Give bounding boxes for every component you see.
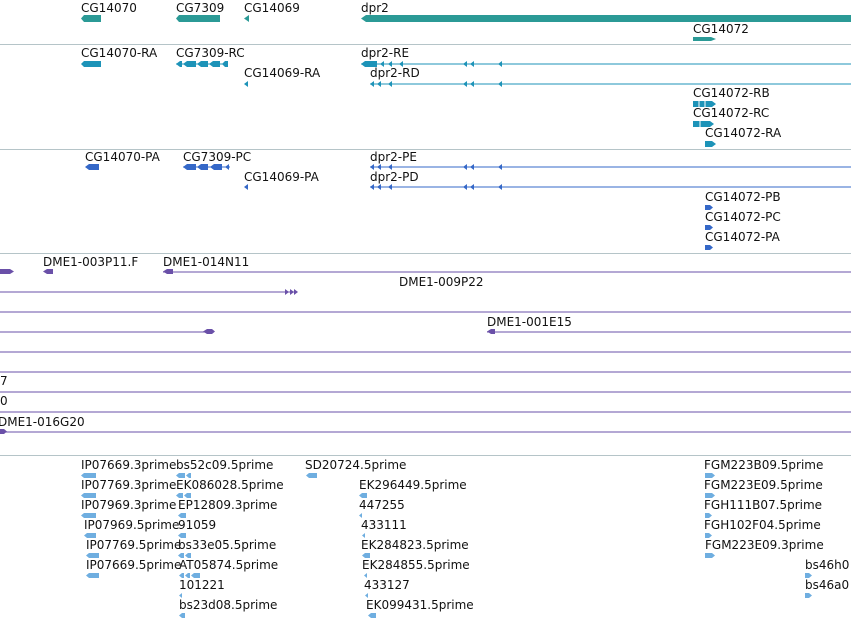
transcript-label-CG14070-RA[interactable]: CG14070-RA <box>81 46 158 60</box>
est-label[interactable]: EK296449.5prime <box>359 478 467 492</box>
protein-label-CG14072-PC[interactable]: CG14072-PC <box>705 210 781 224</box>
est-glyphs[interactable] <box>81 473 812 618</box>
est-label[interactable]: bs46a0 <box>805 578 850 592</box>
transcript-glyph-CG14070-RA[interactable] <box>81 61 101 67</box>
protein-label-CG14069-PA[interactable]: CG14069-PA <box>244 170 319 184</box>
est-label[interactable]: 101221 <box>179 578 225 592</box>
est-label[interactable]: bs23d08.5prime <box>179 598 278 612</box>
protein-glyph-CG14069-PA[interactable] <box>244 184 248 190</box>
est-label[interactable]: EP12809.3prime <box>178 498 278 512</box>
separator-clones <box>0 455 851 456</box>
transcript-label-CG14069-RA[interactable]: CG14069-RA <box>244 66 321 80</box>
separator-genes <box>0 44 851 45</box>
est-label[interactable]: FGH111B07.5prime <box>704 498 823 512</box>
est-label[interactable]: IP07769.3prime <box>81 478 177 492</box>
clone-glyph-DME1-014N11[interactable] <box>163 269 851 274</box>
gene-label-CG7309[interactable]: CG7309 <box>176 1 225 15</box>
transcript-label-CG7309-RC[interactable]: CG7309-RC <box>176 46 245 60</box>
transcript-label-dpr2-RD[interactable]: dpr2-RD <box>370 66 420 80</box>
protein-glyph-CG14072-PC[interactable] <box>705 225 713 230</box>
est-label[interactable]: FGM223E09.3prime <box>705 538 824 552</box>
est-label[interactable]: bs52c09.5prime <box>176 458 274 472</box>
protein-label-CG14072-PB[interactable]: CG14072-PB <box>705 190 781 204</box>
transcript-label-CG14072-RA[interactable]: CG14072-RA <box>705 126 782 140</box>
protein-glyph-CG14070-PA[interactable] <box>85 164 99 170</box>
transcript-glyph-CG7309-RC[interactable] <box>176 61 228 67</box>
gene-glyph-CG14070[interactable] <box>81 15 101 22</box>
transcript-glyph-dpr2-RD[interactable] <box>370 81 851 87</box>
protein-label-CG7309-PC[interactable]: CG7309-PC <box>183 150 252 164</box>
clone-glyph-DME1-003P11.F[interactable] <box>43 269 53 274</box>
gene-label-CG14069[interactable]: CG14069 <box>244 1 300 15</box>
gene-label-dpr2[interactable]: dpr2 <box>361 1 389 15</box>
transcript-glyph-CG14072-RC[interactable] <box>693 121 714 127</box>
gene-glyph-CG7309[interactable] <box>176 15 220 22</box>
clone-label-DME1-009P22[interactable]: DME1-009P22 <box>399 275 484 289</box>
est-label[interactable]: 447255 <box>359 498 405 512</box>
est-label[interactable]: EK086028.5prime <box>176 478 284 492</box>
est-label[interactable]: AT05874.5prime <box>179 558 279 572</box>
est-label[interactable]: FGH102F04.5prime <box>704 518 821 532</box>
transcript-glyph-CG14072-RA[interactable] <box>705 141 716 147</box>
protein-label-CG14072-PA[interactable]: CG14072-PA <box>705 230 780 244</box>
clone-label-DME1-014N11[interactable]: DME1-014N11 <box>163 255 250 269</box>
protein-label-dpr2-PD[interactable]: dpr2-PD <box>370 170 419 184</box>
protein-glyph-dpr2-PE[interactable] <box>370 164 851 170</box>
clone-label-DME1-003P11.F[interactable]: DME1-003P11.F <box>43 255 139 269</box>
clone-glyph-row4-left[interactable] <box>0 329 215 334</box>
separator-transcripts <box>0 149 851 150</box>
est-label[interactable]: IP07669.5prime <box>86 558 182 572</box>
est-label[interactable]: EK099431.5prime <box>366 598 474 612</box>
est-label[interactable]: FGM223B09.5prime <box>704 458 824 472</box>
transcript-label-CG14072-RC[interactable]: CG14072-RC <box>693 106 770 120</box>
est-label[interactable]: SD20724.5prime <box>305 458 407 472</box>
est-label[interactable]: IP07969.3prime <box>81 498 177 512</box>
est-label[interactable]: bs46h0 <box>805 558 850 572</box>
est-label[interactable]: IP07969.5prime <box>84 518 180 532</box>
clone-glyph-DME1-016G20[interactable] <box>0 429 851 434</box>
gene-glyph-CG14072[interactable] <box>693 37 716 41</box>
transcript-label-dpr2-RE[interactable]: dpr2-RE <box>361 46 410 60</box>
est-label[interactable]: bs33e05.5prime <box>178 538 277 552</box>
transcript-glyph-dpr2-RE[interactable] <box>361 61 851 67</box>
protein-glyph-CG14072-PA[interactable] <box>705 245 713 250</box>
gene-glyph-CG14069[interactable] <box>244 15 249 22</box>
protein-label-CG14070-PA[interactable]: CG14070-PA <box>85 150 160 164</box>
est-label[interactable]: 433111 <box>361 518 407 532</box>
est-label[interactable]: EK284823.5prime <box>361 538 469 552</box>
transcript-glyph-CG14072-RB[interactable] <box>693 101 716 107</box>
protein-label-dpr2-PE[interactable]: dpr2-PE <box>370 150 417 164</box>
protein-glyph-CG14072-PB[interactable] <box>705 205 713 210</box>
transcript-glyph-CG14069-RA[interactable] <box>244 81 248 87</box>
est-label[interactable]: 91059 <box>178 518 217 532</box>
transcript-label-CG14072-RB[interactable]: CG14072-RB <box>693 86 770 100</box>
gene-label-CG14070[interactable]: CG14070 <box>81 1 137 15</box>
est-label[interactable]: EK284855.5prime <box>362 558 470 572</box>
clone-glyph-left-edge-1[interactable] <box>0 269 14 274</box>
protein-glyph-dpr2-PD[interactable] <box>370 184 851 190</box>
est-label[interactable]: 433127 <box>364 578 410 592</box>
separator-proteins <box>0 253 851 254</box>
est-label[interactable]: IP07669.3prime <box>81 458 177 472</box>
est-label[interactable]: FGM223E09.5prime <box>704 478 823 492</box>
clone-label-DME1-016G20[interactable]: DME1-016G20 <box>0 415 85 429</box>
clone-glyph-DME1-001E15[interactable] <box>487 329 851 334</box>
gene-glyph-dpr2[interactable] <box>361 15 851 22</box>
gene-label-CG14072[interactable]: CG14072 <box>693 22 749 36</box>
protein-glyph-CG7309-PC[interactable] <box>183 164 230 170</box>
clone-label-DME1-001E15[interactable]: DME1-001E15 <box>487 315 572 329</box>
clone-label-7[interactable]: 7 <box>0 374 8 388</box>
est-label[interactable]: IP07769.5prime <box>86 538 182 552</box>
clone-label-0[interactable]: 0 <box>0 394 8 408</box>
clone-glyph-row2-left[interactable] <box>0 289 298 295</box>
